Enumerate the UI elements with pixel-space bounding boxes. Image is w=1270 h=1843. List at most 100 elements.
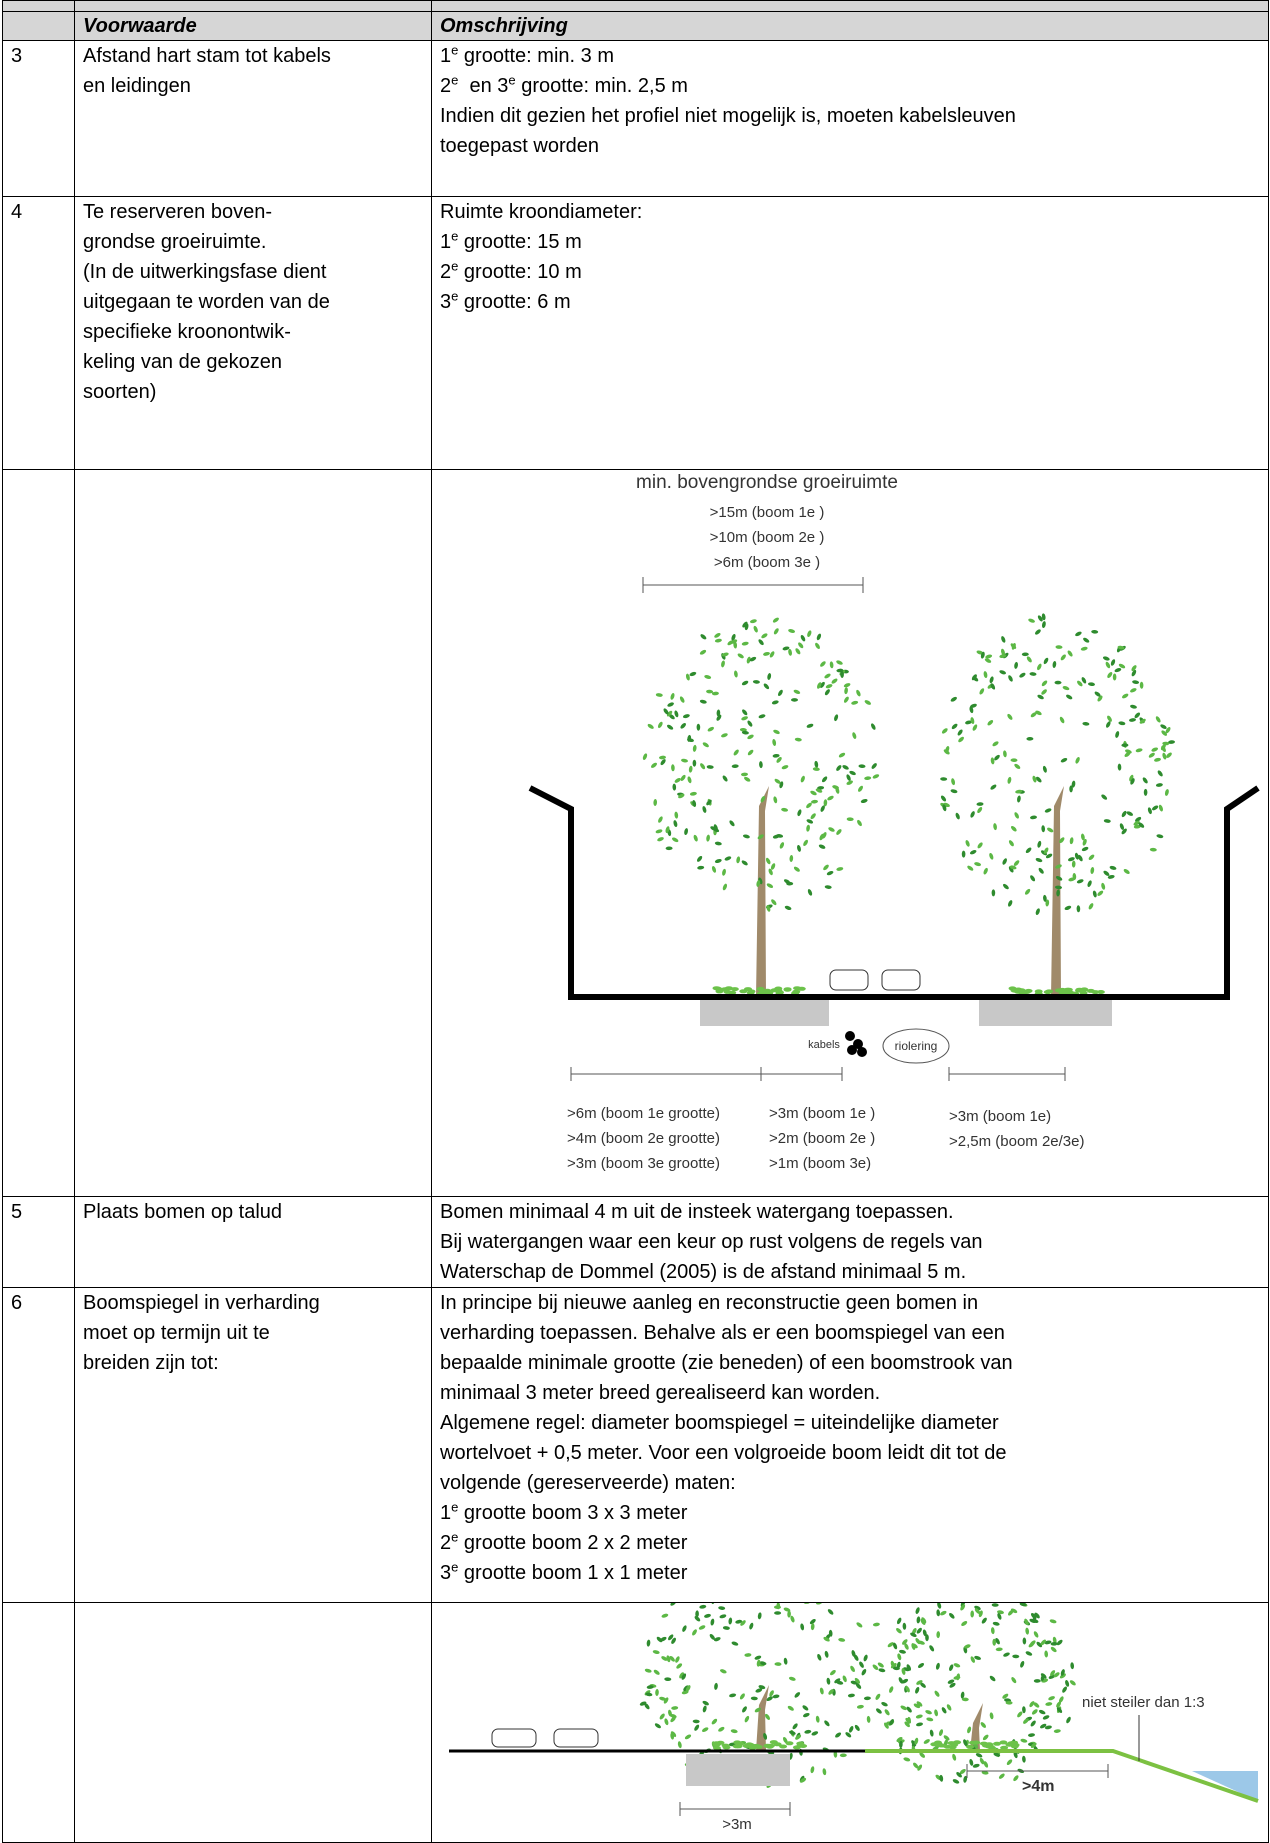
leaf <box>1104 819 1111 823</box>
leaf <box>794 647 801 655</box>
leaf <box>848 1725 854 1733</box>
leaf <box>803 1603 810 1604</box>
leaf <box>900 1705 908 1712</box>
leaf <box>719 1668 727 1674</box>
line: wortelvoet + 0,5 meter. Voor een volgroe… <box>440 1438 1260 1468</box>
header-strip <box>3 1 1269 12</box>
leaf <box>1003 750 1007 757</box>
grass <box>1025 989 1033 993</box>
leaf <box>1092 890 1097 898</box>
leaf <box>1029 874 1036 882</box>
text: grootte: min. 3 m <box>458 45 614 67</box>
cars <box>492 1729 598 1747</box>
leaf <box>679 696 686 704</box>
line: 1e grootte: min. 3 m <box>440 41 1260 71</box>
leaf <box>686 1603 693 1604</box>
leaf <box>674 1656 680 1664</box>
leaf <box>1034 1679 1041 1683</box>
line: bepaalde minimale grootte (zie beneden) … <box>440 1348 1260 1378</box>
leaf <box>1014 662 1019 669</box>
leaf <box>858 1661 865 1669</box>
leaf <box>941 1706 948 1714</box>
leaf <box>819 660 826 667</box>
leaf <box>644 1668 652 1673</box>
leaf <box>719 1614 727 1619</box>
leaf <box>983 867 989 875</box>
grass <box>786 1741 794 1745</box>
figure-label: >6m (boom 1e grootte) <box>567 1105 720 1122</box>
leaf <box>935 1662 940 1670</box>
line: en leidingen <box>83 71 423 101</box>
dimension-line <box>571 1067 1065 1081</box>
leaf <box>1024 888 1031 896</box>
leaf <box>962 851 966 858</box>
leaf <box>1006 713 1013 721</box>
leaf <box>772 739 777 747</box>
leaf <box>998 1773 1006 1780</box>
leaf <box>978 687 985 695</box>
leaf <box>674 811 678 818</box>
leaf <box>1055 645 1062 649</box>
leaf <box>793 689 801 695</box>
leaf <box>821 775 828 783</box>
text: 2 <box>440 261 451 283</box>
text: grootte: 10 m <box>458 261 581 283</box>
leaf <box>728 1617 732 1624</box>
leaf <box>1096 890 1104 897</box>
leaf <box>1026 737 1033 741</box>
leaf <box>833 714 839 722</box>
grass <box>1058 988 1066 992</box>
leaf <box>1010 825 1018 832</box>
leaf <box>774 1611 781 1615</box>
figure-title: min. bovengrondse groeiruimte <box>636 472 898 493</box>
leaf <box>720 732 728 738</box>
leaf <box>806 630 812 638</box>
leaf <box>1147 807 1153 815</box>
text: grootte boom 1 x 1 meter <box>458 1562 687 1584</box>
leaf <box>827 795 835 802</box>
leaf <box>972 1763 980 1768</box>
leaf <box>714 858 722 863</box>
line: grondse groeiruimte. <box>83 227 423 257</box>
leaf <box>1121 693 1129 700</box>
leaf <box>783 1657 788 1664</box>
leaf <box>1054 1729 1061 1733</box>
text: grootte: 15 m <box>458 231 581 253</box>
leaf <box>664 1677 671 1681</box>
leaf <box>684 828 689 836</box>
leaf <box>707 765 714 769</box>
leaf <box>823 799 827 806</box>
leaf <box>1017 795 1022 802</box>
leaf <box>723 1626 730 1630</box>
leaf <box>729 1693 737 1698</box>
leaf <box>1013 811 1019 819</box>
leaf <box>766 882 774 889</box>
leaf <box>914 1686 920 1694</box>
leaf <box>674 777 682 784</box>
leaf <box>1080 646 1088 651</box>
leaf <box>896 1617 902 1625</box>
leaf <box>873 1622 880 1627</box>
leaf <box>1013 763 1021 770</box>
leaf <box>693 1724 700 1732</box>
figure-label: riolering <box>895 1039 938 1053</box>
leaf <box>675 1662 683 1669</box>
leaf <box>814 642 821 650</box>
leaf <box>871 762 878 770</box>
leaf <box>948 1664 954 1672</box>
cables <box>845 1031 867 1057</box>
leaf <box>993 754 1001 761</box>
line: Boomspiegel in verharding <box>83 1288 423 1318</box>
leaf <box>1129 687 1137 693</box>
leaf <box>957 736 965 743</box>
leaf <box>1151 804 1159 811</box>
leaf <box>926 1717 934 1722</box>
leaf <box>771 700 779 705</box>
leaf <box>746 720 753 728</box>
leaf <box>1025 847 1033 854</box>
leaf <box>1060 654 1067 662</box>
leaf <box>974 1603 982 1604</box>
grass <box>739 989 747 993</box>
leaf <box>819 1687 824 1695</box>
line: Indien dit gezien het profiel niet mogel… <box>440 101 1260 131</box>
